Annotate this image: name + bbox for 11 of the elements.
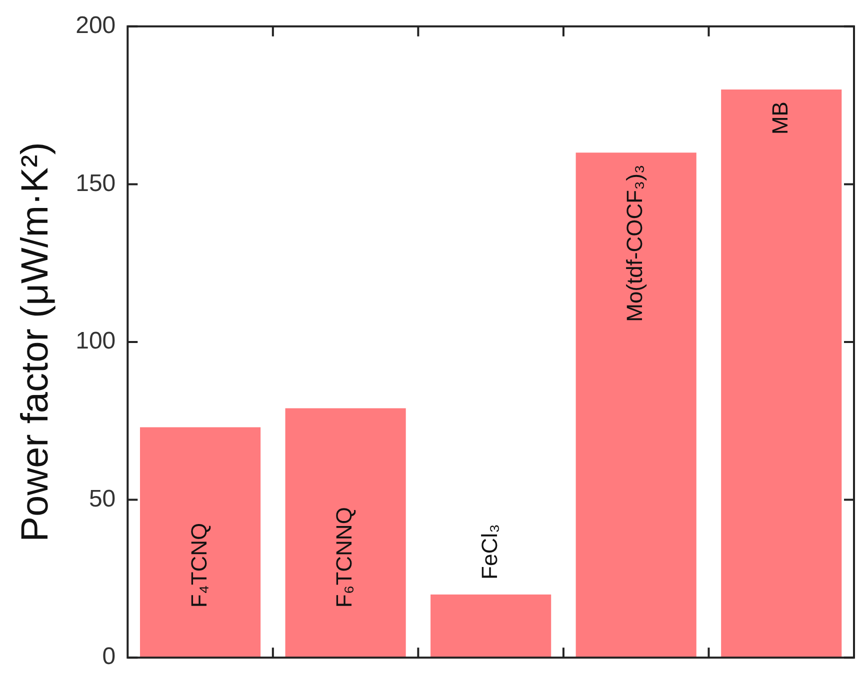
x-tick-label: Mo(tdf-COCF₃)₃ — [622, 164, 648, 322]
x-tick-label: FeCl₃ — [476, 524, 502, 580]
y-tick-label: 100 — [76, 328, 116, 355]
x-tick-label: F₆TCNNQ — [332, 507, 357, 608]
y-tick-label: 200 — [76, 12, 116, 40]
y-axis-title: Power factor (μW/m·K²) — [14, 142, 56, 542]
y-tick-label: 50 — [88, 485, 116, 512]
x-tick-label: F₄TCNQ — [186, 522, 212, 608]
y-tick-label: 0 — [102, 643, 116, 670]
x-tick-label: MB — [767, 102, 792, 135]
y-tick-label: 150 — [76, 170, 116, 197]
